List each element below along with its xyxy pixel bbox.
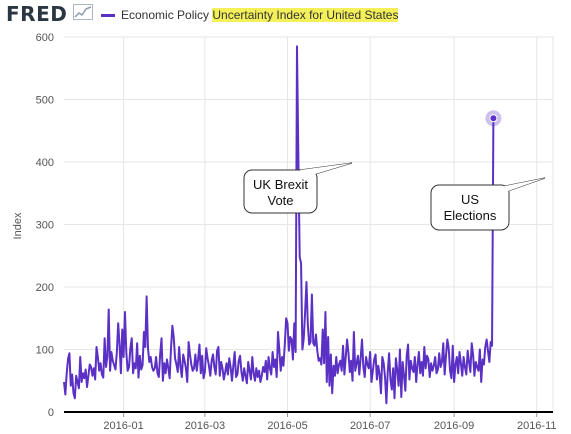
fred-logo: FRED	[6, 2, 68, 26]
endpoint-dot[interactable]	[489, 114, 498, 123]
callout-text: US	[461, 192, 479, 207]
chart-header: FRED Economic Policy Uncertainty Index f…	[0, 0, 571, 28]
callout-text: UK Brexit	[253, 177, 308, 192]
callout-box	[430, 184, 510, 231]
y-tick-label: 400	[36, 157, 54, 169]
y-tick-label: 500	[36, 95, 54, 107]
x-tick-label: 2016-07	[350, 420, 390, 432]
x-tick-label: 2016-03	[185, 420, 225, 432]
x-tick-label: 2016-11	[517, 420, 557, 432]
legend-highlight: Uncertainty Index for United States	[212, 8, 399, 22]
callout-text: Vote	[267, 193, 293, 208]
y-tick-label: 100	[36, 345, 54, 357]
callout-box	[243, 169, 318, 214]
x-tick-label: 2016-05	[267, 420, 307, 432]
x-tick-label: 2016-09	[434, 420, 474, 432]
callout-pointer-fill	[490, 178, 545, 194]
callout-pointer-fill	[300, 163, 352, 175]
x-axis-ticks: 2016-01 2016-03 2016-05 2016-07 2016-09 2016-…	[103, 412, 557, 432]
series-line[interactable]	[63, 45, 495, 405]
legend-swatch	[101, 14, 115, 18]
callout-text: Elections	[444, 208, 497, 223]
legend-label: Economic Policy	[121, 8, 213, 22]
y-tick-label: 300	[36, 220, 54, 232]
y-axis-ticks: 0 100 200 300 400 500 600	[36, 32, 54, 419]
series-endpoint-marker[interactable]	[485, 110, 502, 127]
y-tick-label: 200	[36, 282, 54, 294]
y-axis-label: Index	[12, 212, 24, 239]
fred-logo-graph-icon	[73, 4, 93, 20]
x-tick-label: 2016-01	[103, 420, 143, 432]
legend[interactable]: Economic Policy Uncertainty Index for Un…	[101, 8, 399, 22]
y-tick-label: 600	[36, 32, 54, 44]
y-tick-label: 0	[48, 407, 54, 419]
